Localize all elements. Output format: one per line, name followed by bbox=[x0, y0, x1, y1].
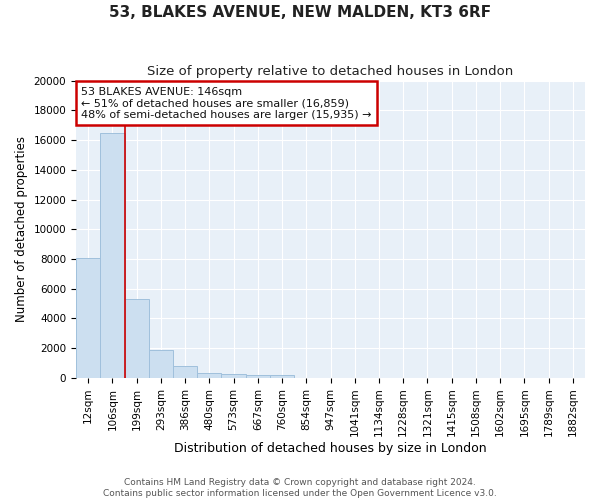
Bar bbox=[197, 373, 221, 378]
Bar bbox=[76, 258, 100, 378]
Y-axis label: Number of detached properties: Number of detached properties bbox=[15, 136, 28, 322]
Text: 53 BLAKES AVENUE: 146sqm
← 51% of detached houses are smaller (16,859)
48% of se: 53 BLAKES AVENUE: 146sqm ← 51% of detach… bbox=[81, 86, 371, 120]
Bar bbox=[270, 375, 294, 378]
Text: 53, BLAKES AVENUE, NEW MALDEN, KT3 6RF: 53, BLAKES AVENUE, NEW MALDEN, KT3 6RF bbox=[109, 5, 491, 20]
Text: Contains HM Land Registry data © Crown copyright and database right 2024.
Contai: Contains HM Land Registry data © Crown c… bbox=[103, 478, 497, 498]
Bar bbox=[149, 350, 173, 378]
Bar bbox=[100, 132, 125, 378]
Bar bbox=[125, 299, 149, 378]
Bar bbox=[221, 374, 245, 378]
Title: Size of property relative to detached houses in London: Size of property relative to detached ho… bbox=[148, 65, 514, 78]
X-axis label: Distribution of detached houses by size in London: Distribution of detached houses by size … bbox=[174, 442, 487, 455]
Bar bbox=[245, 374, 270, 378]
Bar bbox=[173, 366, 197, 378]
